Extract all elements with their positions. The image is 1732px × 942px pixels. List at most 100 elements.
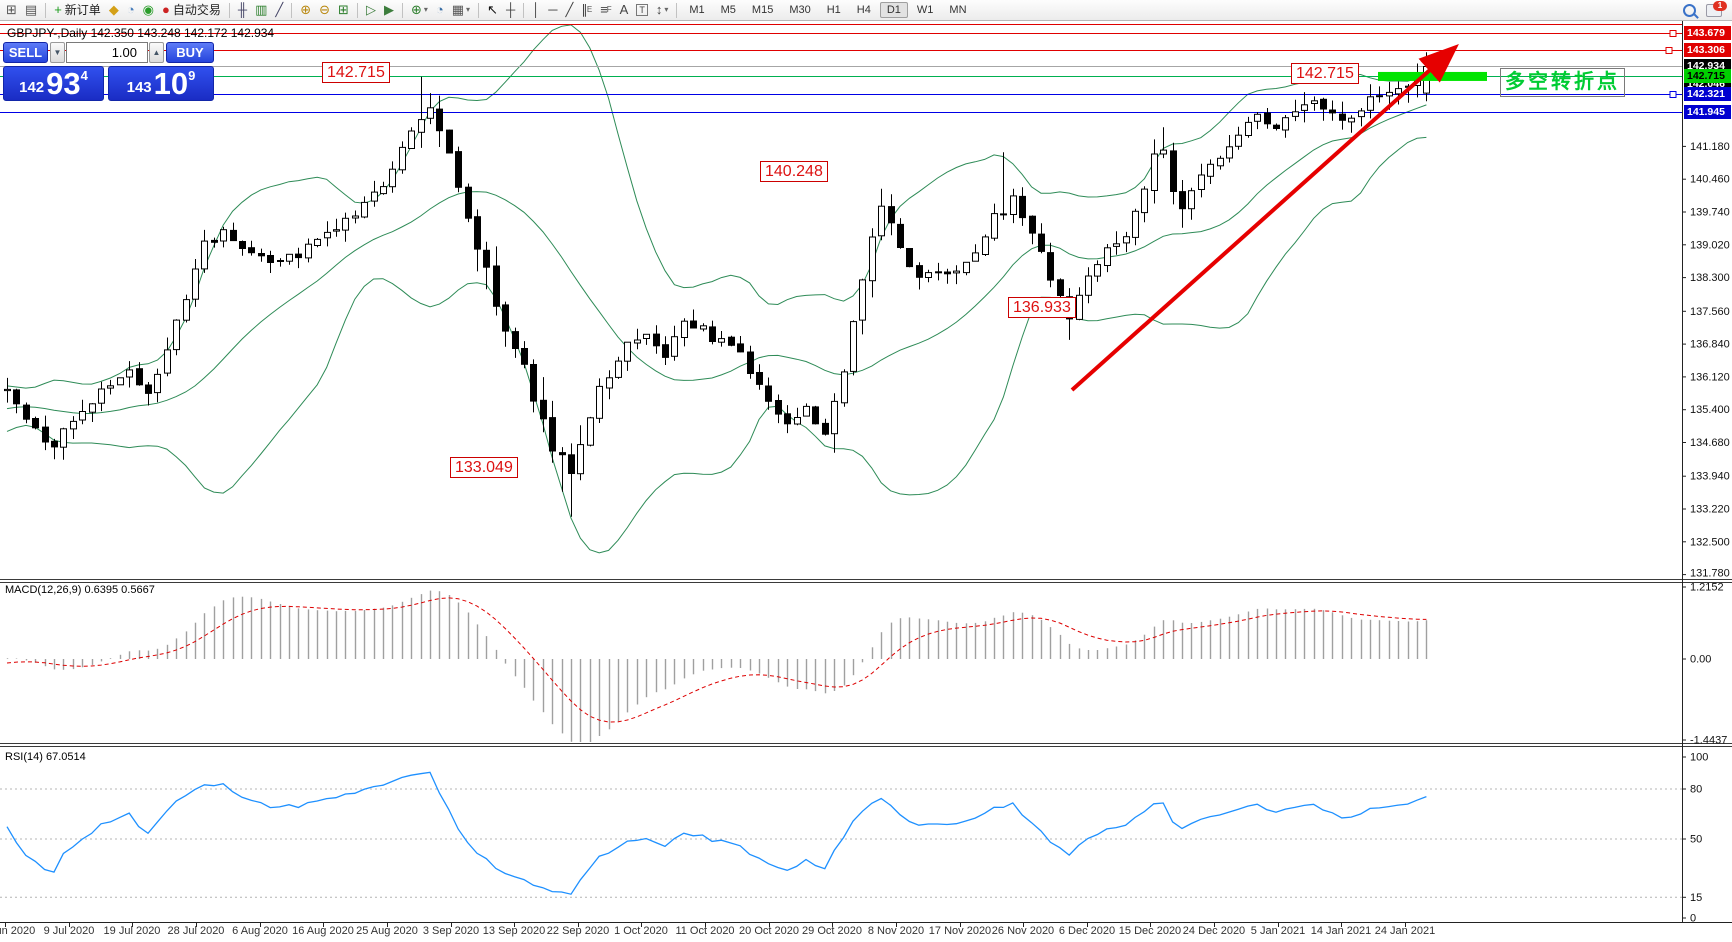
periods-icon[interactable]: ◔: [435, 2, 444, 17]
hline-tool-icon[interactable]: ─: [548, 2, 558, 17]
volume-decrease-button[interactable]: ▼: [50, 42, 65, 63]
text-tool-icon[interactable]: A: [619, 2, 629, 17]
cursor-tool-icon[interactable]: ↖: [487, 2, 498, 17]
timeframe-h1-button[interactable]: H1: [826, 4, 841, 16]
bollinger-upper-band: [6, 24, 1427, 389]
fibonacci-tool-icon[interactable]: ≡ F: [600, 2, 612, 17]
price-tick: 135.400: [1690, 404, 1730, 416]
toolbar-separator: [523, 2, 525, 18]
macd-signal-line: [6, 597, 1427, 723]
buy-price-prefix: 143: [126, 79, 152, 96]
notifications-icon[interactable]: 1: [1706, 0, 1727, 17]
buy-button[interactable]: BUY: [166, 42, 214, 63]
date-tick: 19 Jul 2020: [104, 925, 161, 937]
date-tick: 15 Dec 2020: [1119, 925, 1181, 937]
add-indicator-icon[interactable]: ⊕ ▾: [410, 2, 428, 17]
history-center-icon[interactable]: ◆: [108, 2, 119, 17]
timeframe-m5-button[interactable]: M5: [720, 4, 736, 16]
market-watch-icon[interactable]: ◔: [126, 2, 135, 17]
annotation-label-142.715[interactable]: 142.715: [322, 62, 390, 83]
date-tick: 30 Jun 2020: [0, 925, 35, 937]
date-tick: 26 Nov 2020: [992, 925, 1054, 937]
toolbar-separator: [356, 2, 358, 18]
new-order-icon[interactable]: + 新订单: [54, 2, 101, 17]
line-chart-mode-icon[interactable]: ╱: [275, 2, 284, 17]
volume-increase-button[interactable]: ▲: [149, 42, 164, 63]
date-tick: 6 Aug 2020: [232, 925, 288, 937]
auto-scroll-icon[interactable]: ▷: [365, 2, 376, 17]
price-tick: 134.680: [1690, 437, 1730, 449]
buy-price[interactable]: 143 10 9: [108, 66, 214, 101]
macd-tick: 1.2152: [1690, 582, 1724, 594]
timeframe-w1-button[interactable]: W1: [916, 4, 934, 16]
bar-chart-mode-icon[interactable]: ╫: [237, 2, 248, 17]
annotation-label-142.715[interactable]: 142.715: [1291, 63, 1359, 84]
channel-tool-icon[interactable]: ∥ E: [581, 2, 593, 17]
timeframe-h4-button[interactable]: H4: [856, 4, 871, 16]
templates-icon[interactable]: ▦ ▾: [451, 2, 471, 17]
rsi-tick: 0: [1690, 913, 1696, 925]
candlestick-mode-icon[interactable]: ▥: [255, 2, 268, 17]
new-chart-icon[interactable]: ⊞: [6, 2, 17, 17]
price-tag-142.321: 142.321: [1684, 87, 1731, 101]
label-tool-icon[interactable]: T: [633, 1, 651, 19]
price-tag-143.679: 143.679: [1684, 26, 1731, 40]
trendline-tool-icon[interactable]: ╱: [565, 2, 574, 17]
annotation-label-133.049[interactable]: 133.049: [450, 457, 518, 478]
zoom-out-icon[interactable]: ⊖: [319, 2, 331, 17]
price-tag-142.715: 142.715: [1684, 69, 1731, 83]
news-radar-icon[interactable]: ◉: [142, 2, 155, 17]
sell-price-big: 93: [46, 66, 81, 101]
price-tick: 133.220: [1690, 504, 1730, 516]
sell-button[interactable]: SELL: [3, 42, 48, 63]
rsi-tick: 80: [1690, 784, 1702, 796]
rsi-tick: 15: [1690, 892, 1702, 904]
date-tick: 8 Nov 2020: [868, 925, 924, 937]
buy-price-big: 10: [153, 66, 189, 101]
annotation-label-turning-point[interactable]: 多空转折点: [1500, 68, 1625, 97]
vline-tool-icon[interactable]: │: [532, 2, 541, 17]
timeframe-m30-button[interactable]: M30: [789, 4, 811, 16]
crosshair-tool-icon[interactable]: ┼: [505, 2, 516, 17]
price-tag-141.945: 141.945: [1684, 105, 1731, 119]
chart-profiles-icon[interactable]: ▤: [24, 2, 38, 17]
bollinger-middle-band: [6, 104, 1427, 414]
search-icon[interactable]: [1683, 3, 1696, 17]
timeframe-m15-button[interactable]: M15: [751, 4, 774, 16]
zoom-in-icon[interactable]: ⊕: [300, 2, 312, 17]
date-tick: 3 Sep 2020: [423, 925, 479, 937]
notification-badge: 1: [1713, 0, 1727, 11]
autotrade-toggle-icon[interactable]: ● 自动交易: [162, 2, 221, 17]
arrows-tool-icon[interactable]: ↕ ▾: [655, 2, 669, 17]
date-tick: 9 Jul 2020: [44, 925, 95, 937]
tile-windows-icon[interactable]: ⊞: [338, 2, 349, 17]
annotation-label-140.248[interactable]: 140.248: [760, 161, 828, 182]
price-tick: 140.460: [1690, 174, 1730, 186]
date-tick: 16 Aug 2020: [292, 925, 354, 937]
sell-price-prefix: 142: [19, 79, 45, 96]
rsi-line: [6, 771, 1427, 895]
price-tick: 138.300: [1690, 272, 1730, 284]
toolbar-separator: [228, 2, 230, 18]
price-tick: 136.120: [1690, 371, 1730, 383]
timeframe-m1-button[interactable]: M1: [689, 4, 705, 16]
price-tag-143.306: 143.306: [1684, 43, 1731, 57]
date-tick: 22 Sep 2020: [547, 925, 609, 937]
chart-shift-icon[interactable]: ▶: [383, 2, 394, 17]
annotation-label-136.933[interactable]: 136.933: [1008, 297, 1076, 318]
date-tick: 25 Aug 2020: [356, 925, 418, 937]
sell-price[interactable]: 142 93 4: [3, 66, 104, 101]
date-tick: 20 Oct 2020: [739, 925, 799, 937]
macd-tick: -1.4437: [1690, 735, 1727, 747]
price-tick: 137.560: [1690, 306, 1730, 318]
timeframe-d1-button[interactable]: D1: [879, 2, 908, 18]
timeframe-mn-button[interactable]: MN: [949, 4, 967, 16]
toolbar-separator: [401, 2, 403, 18]
volume-input[interactable]: [66, 42, 148, 63]
trend-arrow: [1070, 44, 1459, 392]
toolbar-separator: [478, 2, 480, 18]
bollinger-lower-band: [6, 136, 1427, 554]
green-highlight-bar: [1378, 71, 1487, 81]
